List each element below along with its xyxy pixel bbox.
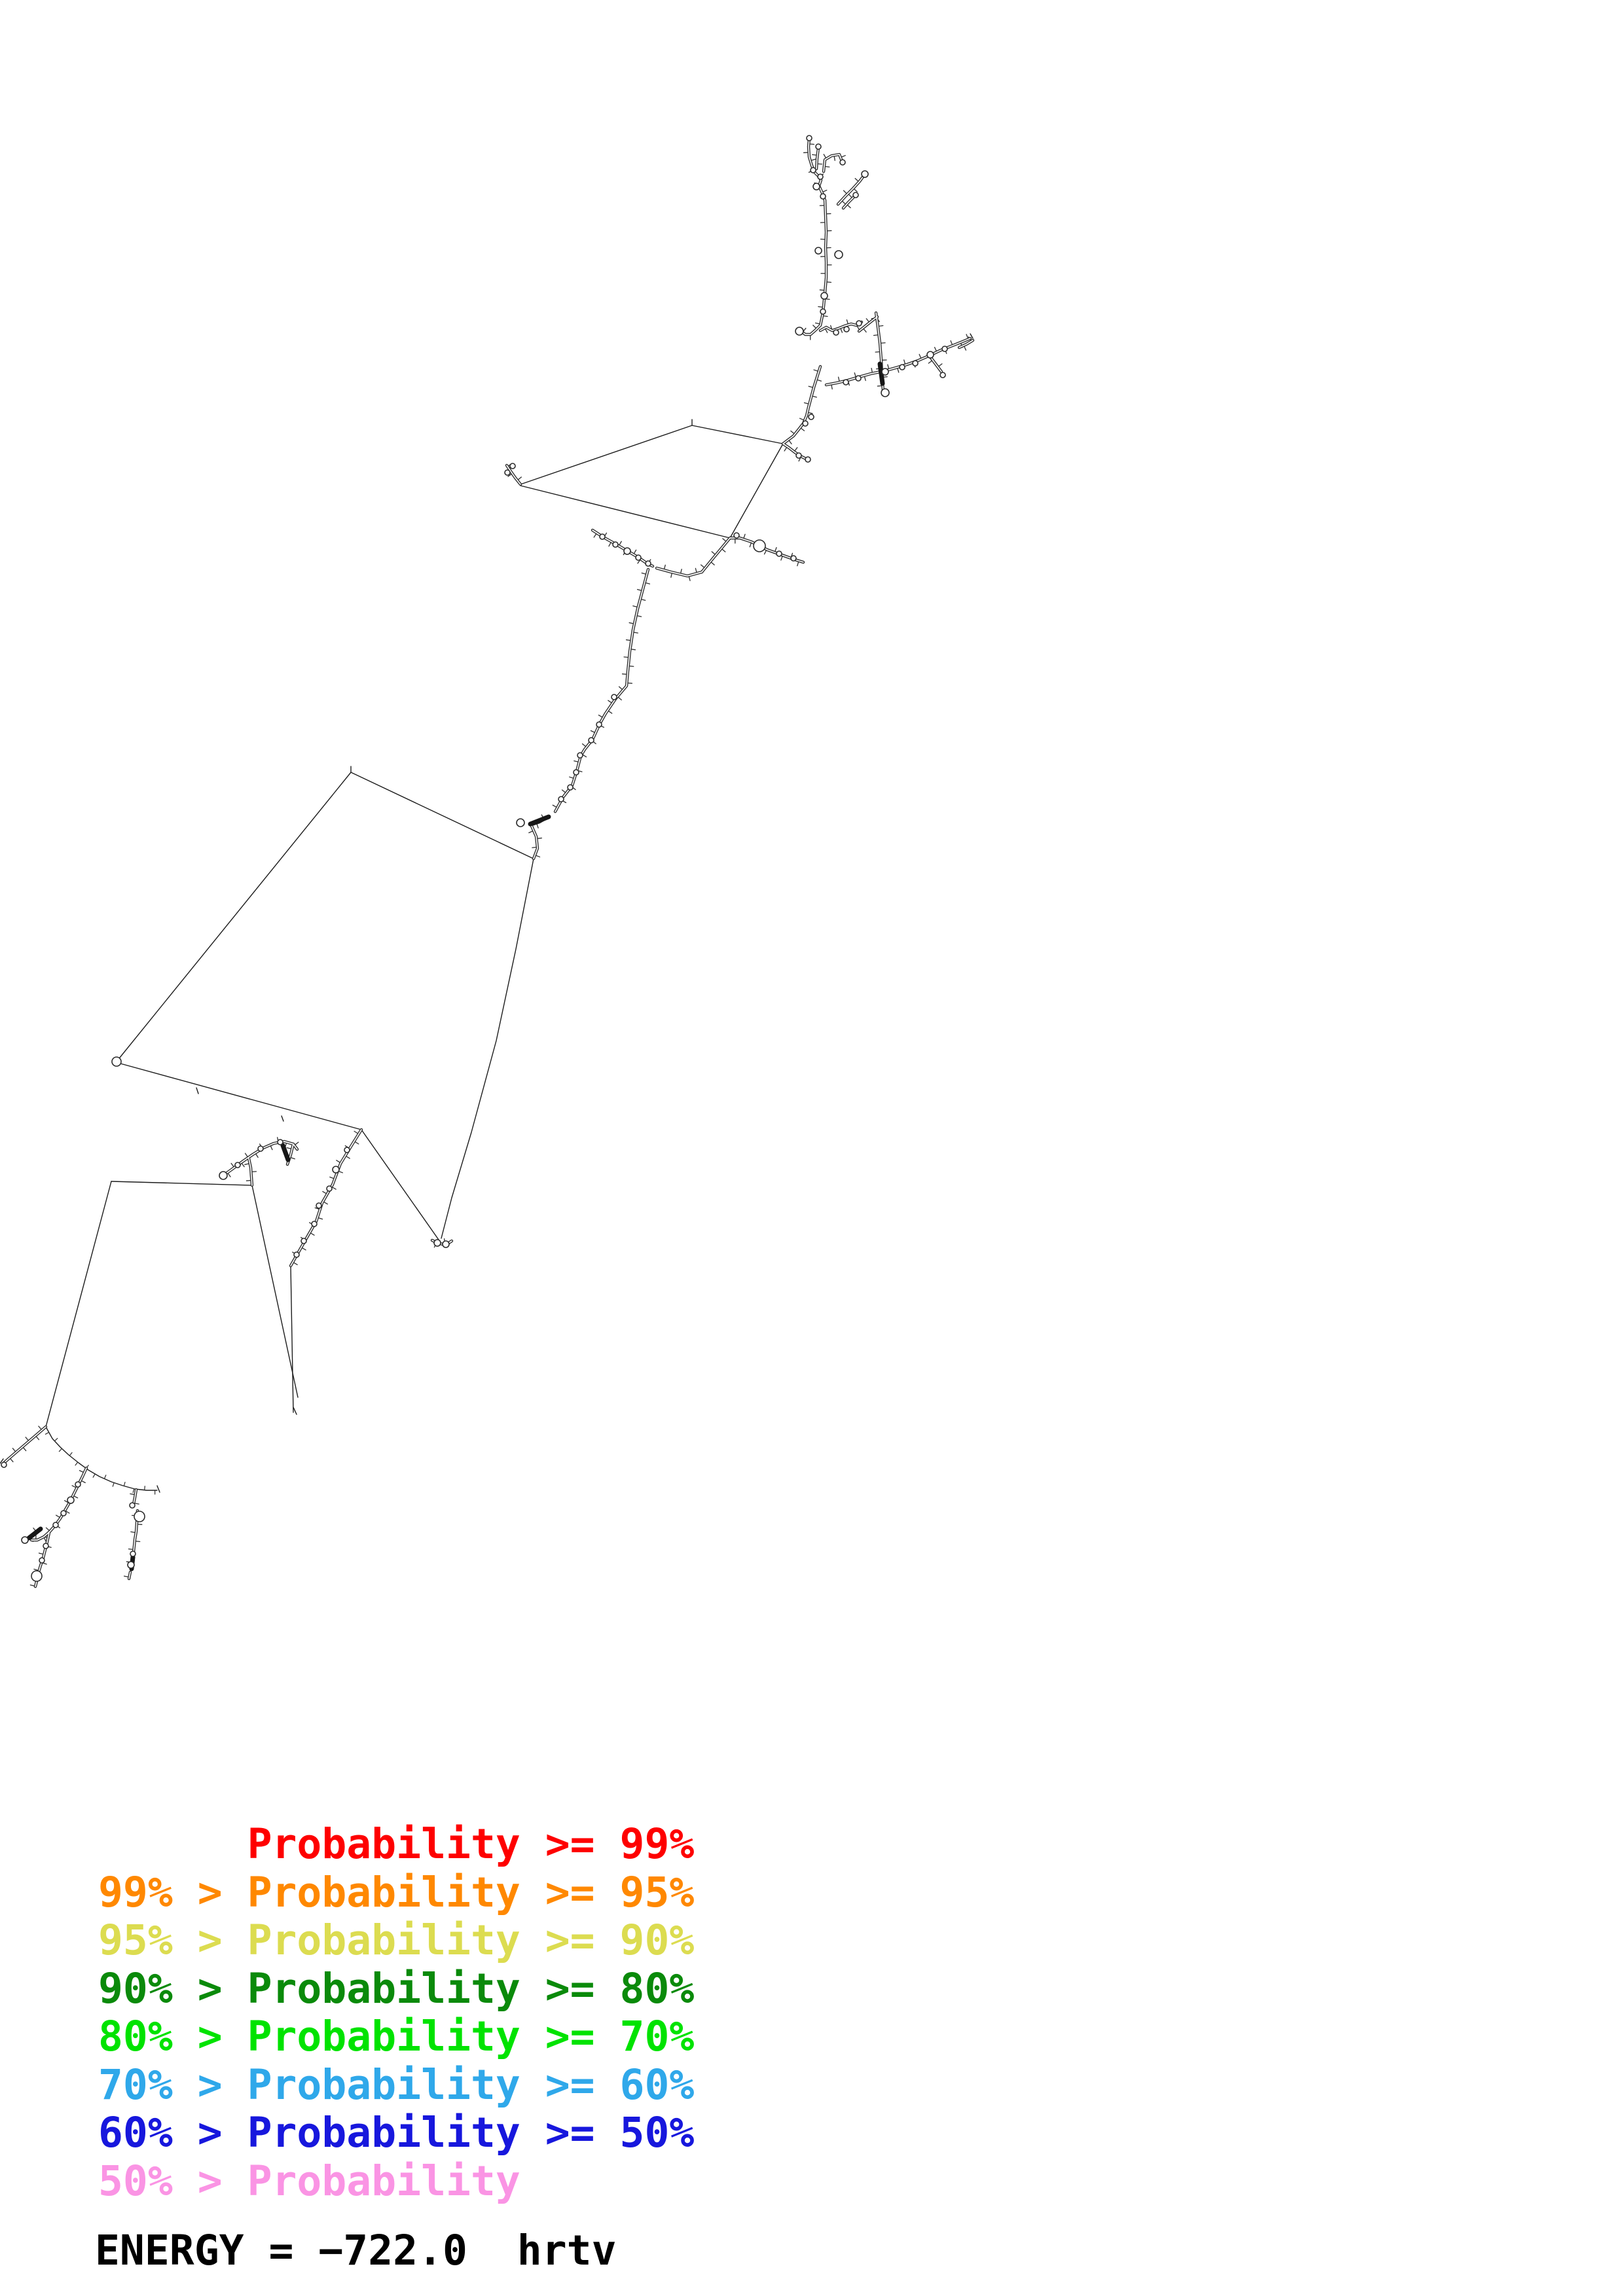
- legend-row-7: 60% > Probability >= 50%: [98, 2109, 695, 2157]
- legend-row-5: 80% > Probability >= 70%: [98, 2013, 695, 2060]
- legend-row-8: 50% > Probability: [98, 2157, 520, 2205]
- legend-row-1: Probability >= 99%: [98, 1820, 695, 1868]
- probability-legend: Probability >= 99% 99% > Probability >= 9…: [98, 1820, 694, 2205]
- legend-row-6: 70% > Probability >= 60%: [98, 2060, 695, 2109]
- energy-label: ENERGY = −722.0 hrtv: [95, 2227, 617, 2274]
- legend-row-3: 95% > Probability >= 90%: [98, 1916, 695, 1964]
- legend-row-2: 99% > Probability >= 95%: [98, 1868, 695, 1916]
- legend-row-4: 90% > Probability >= 80%: [98, 1964, 695, 2013]
